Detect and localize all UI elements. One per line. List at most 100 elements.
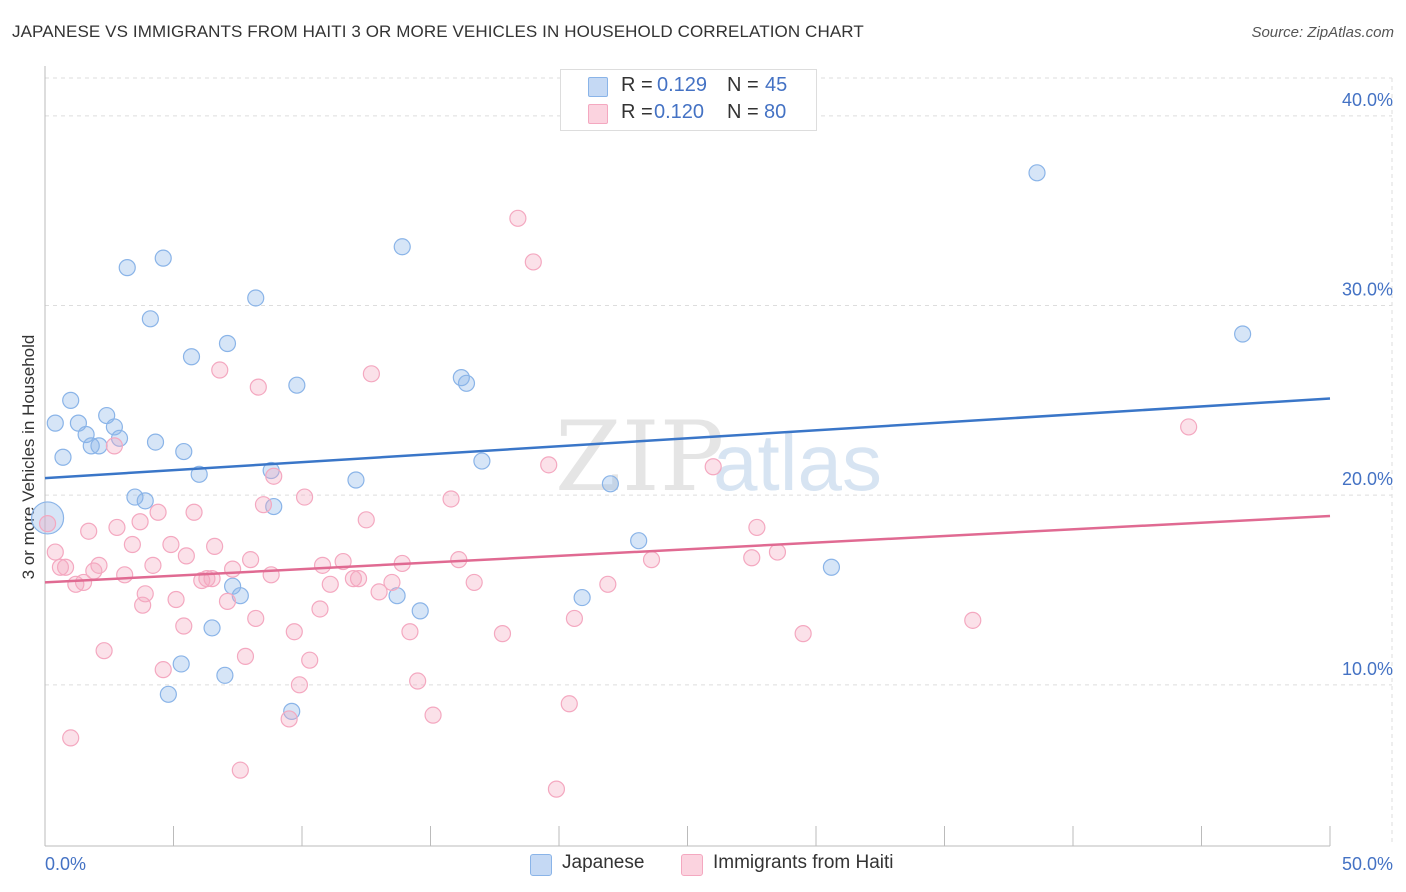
data-point: [177, 547, 195, 565]
data-point: [90, 556, 108, 574]
legend-row-japanese: R = 0.129 N = 45: [561, 73, 816, 99]
data-point: [493, 625, 512, 643]
legend-r-label: R =: [621, 101, 653, 123]
watermark-zip: ZIP: [555, 401, 724, 513]
data-point: [285, 623, 303, 641]
data-point: [216, 666, 234, 684]
data-point: [547, 780, 566, 798]
data-point: [301, 651, 319, 669]
data-point: [51, 558, 70, 576]
data-point: [231, 761, 249, 779]
data-point: [748, 518, 766, 537]
data-point: [509, 209, 527, 227]
x-tick-label: 0.0%: [45, 854, 86, 874]
data-point: [203, 619, 221, 637]
data-point: [149, 503, 167, 521]
data-point: [236, 647, 255, 665]
data-point: [95, 642, 113, 660]
data-point: [295, 488, 314, 506]
data-point: [642, 551, 661, 569]
data-point: [465, 573, 483, 592]
data-point: [401, 623, 419, 641]
data-point: [349, 570, 368, 588]
data-point: [1234, 325, 1252, 343]
data-point: [565, 609, 584, 628]
data-point: [126, 488, 144, 506]
data-point: [185, 503, 203, 521]
data-point: [162, 535, 180, 554]
x-tick-label: 50.0%: [1342, 854, 1393, 874]
data-point: [560, 695, 578, 713]
data-point: [206, 537, 224, 555]
trend-lines: [44, 397, 1331, 584]
data-point: [344, 570, 362, 588]
data-point: [311, 600, 329, 618]
tick-labels: 10.0% 20.0% 30.0% 40.0% 0.0% 50.0%: [45, 90, 1393, 874]
data-point: [347, 471, 365, 489]
data-point: [224, 560, 242, 578]
data-point: [172, 655, 190, 673]
legend-r-value: 0.120: [654, 101, 705, 123]
data-point: [242, 551, 260, 569]
data-point: [265, 497, 283, 516]
data-point: [280, 710, 298, 728]
data-point: [601, 475, 620, 493]
data-points: [30, 164, 1252, 798]
data-point: [154, 661, 172, 679]
data-point: [136, 492, 154, 510]
data-point: [218, 592, 237, 610]
data-point: [131, 513, 149, 531]
data-point: [265, 467, 283, 485]
data-point: [573, 588, 591, 607]
data-point: [254, 496, 273, 514]
data-point: [290, 676, 309, 694]
data-point: [56, 558, 75, 576]
data-point: [141, 310, 159, 328]
data-point: [46, 414, 64, 432]
data-point: [144, 556, 162, 574]
data-point: [704, 458, 722, 476]
data-point: [794, 625, 812, 643]
data-point: [62, 391, 80, 409]
data-point: [393, 238, 411, 256]
data-point: [54, 448, 72, 466]
data-point: [74, 573, 93, 592]
legend-n-label: N =: [727, 74, 759, 96]
data-point: [190, 465, 208, 483]
data-point: [175, 442, 193, 461]
data-point: [46, 543, 64, 561]
data-point: [442, 490, 460, 508]
data-point: [321, 575, 339, 593]
trend-line: [44, 514, 1331, 584]
data-point: [123, 535, 141, 554]
legend-n-value: 80: [764, 101, 787, 123]
data-point: [247, 289, 265, 307]
legend-n-value: 45: [765, 74, 788, 96]
data-point: [473, 452, 491, 470]
legend-label-haiti: Immigrants from Haiti: [713, 852, 894, 873]
y-tick-label: 40.0%: [1342, 90, 1393, 110]
data-point: [540, 456, 558, 474]
data-point: [175, 617, 193, 635]
watermark-atlas: atlas: [713, 418, 882, 507]
data-point: [146, 433, 165, 451]
source-credit: Source: ZipAtlas.com: [1251, 24, 1394, 41]
data-point: [288, 376, 306, 394]
data-point: [108, 518, 126, 537]
data-point: [247, 609, 265, 628]
data-point: [182, 348, 201, 366]
legend-swatch-haiti: [681, 854, 703, 876]
data-point: [383, 573, 401, 592]
data-point: [334, 552, 352, 571]
data-point: [313, 556, 332, 574]
data-point: [370, 583, 388, 601]
legend-r-value: 0.129: [657, 74, 708, 96]
data-point: [743, 549, 761, 567]
data-point: [1028, 164, 1046, 182]
data-point: [90, 437, 108, 455]
legend-swatch-japanese: [588, 77, 608, 97]
legend-swatch-japanese: [530, 854, 552, 876]
data-point: [154, 249, 172, 267]
chart-title: JAPANESE VS IMMIGRANTS FROM HAITI 3 OR M…: [12, 22, 864, 41]
